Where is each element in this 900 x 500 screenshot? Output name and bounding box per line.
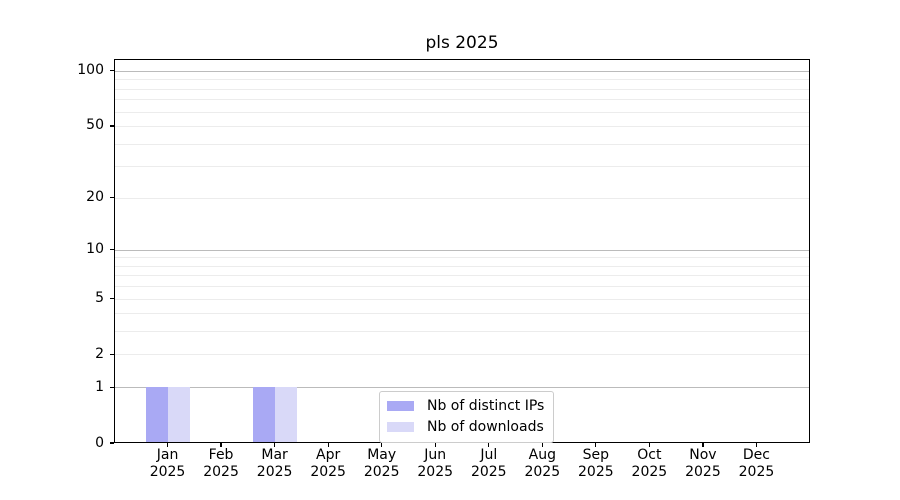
gridline-minor bbox=[114, 265, 810, 267]
month-label: Nov bbox=[689, 447, 717, 463]
year-label: 2025 bbox=[256, 464, 293, 480]
y-tick-label: 50 bbox=[86, 117, 104, 134]
axes-frame bbox=[114, 59, 810, 443]
month-label: Feb bbox=[208, 447, 234, 463]
x-tick-mark bbox=[648, 443, 650, 447]
year-label: 2025 bbox=[738, 464, 775, 480]
x-tick-label-oct: Oct 2025 bbox=[609, 447, 689, 481]
gridline-minor bbox=[114, 79, 810, 81]
year-label: 2025 bbox=[578, 464, 614, 480]
x-tick-mark bbox=[327, 443, 329, 447]
y-tick-mark bbox=[109, 386, 114, 388]
gridline-minor bbox=[114, 257, 810, 259]
x-tick-mark bbox=[702, 443, 704, 447]
x-tick-mark bbox=[220, 443, 222, 447]
gridline-minor bbox=[114, 143, 810, 145]
x-tick-label-may: May 2025 bbox=[342, 447, 422, 481]
legend-swatch-downloads bbox=[387, 422, 414, 432]
gridline-minor bbox=[114, 99, 810, 101]
legend-item-distinct-ips: Nb of distinct IPs bbox=[387, 397, 544, 415]
gridline-minor bbox=[114, 313, 810, 315]
legend-swatch-distinct-ips bbox=[387, 401, 414, 411]
x-tick-label-nov: Nov 2025 bbox=[663, 447, 743, 481]
y-tick-mark bbox=[109, 249, 114, 251]
gridline-minor bbox=[114, 354, 810, 356]
y-tick-label: 10 bbox=[86, 241, 104, 258]
x-tick-mark bbox=[434, 443, 436, 447]
chart-title: pls 2025 bbox=[425, 33, 499, 53]
gridline-minor bbox=[114, 125, 810, 127]
legend-label-distinct-ips: Nb of distinct IPs bbox=[427, 398, 545, 414]
year-label: 2025 bbox=[310, 464, 346, 480]
x-tick-mark bbox=[595, 443, 597, 447]
x-tick-mark bbox=[381, 443, 383, 447]
x-tick-mark bbox=[755, 443, 758, 447]
gridline-minor bbox=[114, 298, 810, 300]
year-label: 2025 bbox=[363, 464, 400, 480]
bar-jan-distinct-ips bbox=[145, 387, 168, 443]
year-label: 2025 bbox=[631, 464, 668, 480]
gridline-major bbox=[114, 249, 810, 251]
x-tick-mark bbox=[166, 443, 169, 447]
y-tick-label: 20 bbox=[86, 189, 104, 205]
legend-label-downloads: Nb of downloads bbox=[427, 419, 544, 435]
y-tick-mark bbox=[109, 196, 114, 199]
bar-jan-downloads bbox=[167, 387, 190, 443]
x-tick-label-dec: Dec 2025 bbox=[716, 447, 796, 481]
gridline-minor bbox=[114, 331, 810, 333]
x-tick-label-jun: Jun 2025 bbox=[395, 447, 475, 481]
gridline-minor bbox=[114, 166, 810, 168]
x-tick-mark bbox=[541, 443, 543, 447]
y-tick-mark bbox=[109, 125, 114, 127]
year-label: 2025 bbox=[203, 464, 239, 480]
y-tick-label: 1 bbox=[95, 378, 104, 395]
x-tick-label-sep: Sep 2025 bbox=[556, 447, 636, 481]
x-tick-mark bbox=[488, 443, 490, 447]
gridline-major bbox=[114, 70, 810, 72]
x-tick-mark bbox=[274, 443, 276, 447]
y-tick-label: 2 bbox=[95, 345, 104, 362]
gridline-minor bbox=[114, 197, 810, 199]
gridline-minor bbox=[114, 111, 810, 113]
year-label: 2025 bbox=[470, 464, 507, 480]
bar-mar-downloads bbox=[274, 387, 297, 443]
legend-item-downloads: Nb of downloads bbox=[387, 418, 544, 436]
month-label: Sep bbox=[582, 447, 610, 463]
month-label: May bbox=[367, 447, 397, 463]
y-tick-label: 0 bbox=[95, 434, 104, 451]
x-tick-label-apr: Apr 2025 bbox=[288, 447, 368, 481]
legend: Nb of distinct IPs Nb of downloads bbox=[379, 391, 555, 443]
gridline-minor bbox=[114, 88, 810, 90]
month-label: Aug bbox=[528, 447, 556, 463]
gridline-minor bbox=[114, 275, 810, 277]
plot-area: Nb of distinct IPs Nb of downloads bbox=[114, 59, 810, 443]
month-label: Oct bbox=[637, 447, 662, 463]
y-tick-mark bbox=[109, 70, 114, 72]
y-tick-mark bbox=[109, 353, 114, 355]
y-tick-mark bbox=[109, 297, 114, 300]
month-label: Dec bbox=[742, 447, 770, 463]
x-tick-label-jul: Jul 2025 bbox=[449, 447, 529, 481]
bar-mar-distinct-ips bbox=[252, 387, 275, 443]
month-label: Jun bbox=[424, 447, 447, 463]
year-label: 2025 bbox=[149, 464, 186, 480]
gridline-minor bbox=[114, 286, 810, 288]
x-tick-label-aug: Aug 2025 bbox=[502, 447, 582, 481]
year-label: 2025 bbox=[685, 464, 721, 480]
month-label: Jan bbox=[156, 447, 179, 463]
y-tick-mark bbox=[109, 442, 114, 444]
month-label: Mar bbox=[261, 447, 288, 463]
x-tick-label-feb: Feb 2025 bbox=[181, 447, 261, 481]
month-label: Jul bbox=[480, 447, 498, 463]
x-tick-label-jan: Jan 2025 bbox=[128, 447, 208, 481]
year-label: 2025 bbox=[417, 464, 454, 480]
month-label: Apr bbox=[316, 447, 341, 463]
x-tick-label-mar: Mar 2025 bbox=[235, 447, 315, 481]
y-tick-label: 100 bbox=[77, 62, 104, 79]
gridline-major bbox=[114, 387, 810, 389]
y-tick-label: 5 bbox=[95, 290, 104, 307]
year-label: 2025 bbox=[524, 464, 561, 480]
